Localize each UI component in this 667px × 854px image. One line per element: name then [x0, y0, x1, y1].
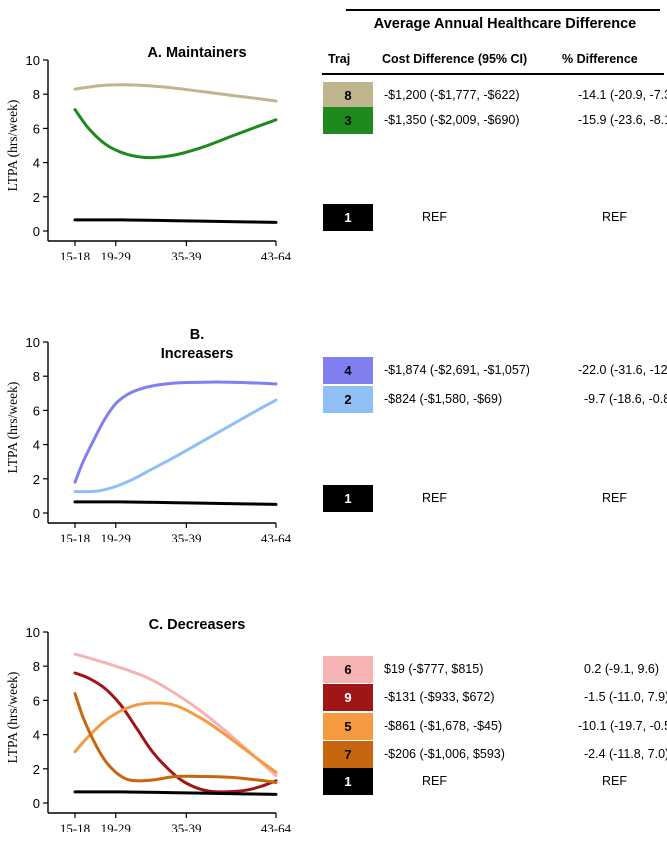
traj-badge: 3 — [323, 107, 373, 134]
cost-difference-cell: -$824 (-$1,580, -$69) — [384, 392, 503, 406]
pct-difference-cell: -9.7 (-18.6, -0.8) — [584, 392, 667, 406]
y-tick-label: 6 — [33, 693, 40, 708]
cost-difference-cell: -$131 (-$933, $672) — [384, 690, 495, 704]
y-tick-label: 10 — [26, 625, 40, 640]
chart-decreasers: C. Decreasers 0 2 4 6 8 10 15-18 19-29 35-39 43-64… — [5, 617, 292, 832]
x-tick-label: 35-39 — [171, 821, 201, 832]
cost-difference-cell: -$206 (-$1,006, $593) — [384, 747, 505, 761]
pct-difference-cell: -10.1 (-19.7, -0.5) — [578, 719, 667, 733]
y-axis-label: LTPA (hrs/week) — [5, 672, 20, 764]
y-tick-label: 4 — [33, 438, 40, 453]
col-header-pct: % Difference — [562, 52, 638, 66]
pct-difference-cell: -1.5 (-11.0, 7.9) — [584, 690, 667, 704]
x-tick-label: 19-29 — [101, 249, 131, 260]
pct-difference-cell: 0.2 (-9.1, 9.6) — [584, 662, 660, 676]
y-tick-label: 0 — [33, 796, 40, 811]
y-tick-label: 2 — [33, 762, 40, 777]
pct-difference-cell: REF — [602, 491, 627, 505]
traj-badge: 7 — [323, 741, 373, 768]
x-tick-label: 15-18 — [60, 249, 90, 260]
traj-badge: 4 — [323, 357, 373, 384]
cost-difference-cell: -$861 (-$1,678, -$45) — [384, 719, 503, 733]
col-header-cost: Cost Difference (95% CI) — [382, 52, 528, 66]
traj-badge: 1 — [323, 204, 373, 231]
chart-title: A. Maintainers — [147, 45, 246, 61]
series-line-traj-5 — [73, 701, 278, 774]
series-line-traj-7 — [73, 692, 278, 784]
y-tick-label: 8 — [33, 659, 40, 674]
y-tick-label: 4 — [33, 728, 40, 743]
x-tick-label: 35-39 — [171, 531, 201, 542]
traj-badge: 5 — [323, 713, 373, 740]
y-tick-label: 8 — [33, 87, 40, 102]
x-tick-label: 43-64 — [261, 249, 292, 260]
cost-difference-cell: -$1,874 (-$2,691, -$1,057) — [384, 363, 530, 377]
series-line-traj-2 — [73, 398, 278, 494]
table-header-title: Average Annual Healthcare Difference — [373, 16, 637, 32]
cost-difference-cell: REF — [422, 491, 447, 505]
chart-title: B. — [190, 327, 205, 343]
traj-badge: 1 — [323, 485, 373, 512]
pct-difference-cell: -14.1 (-20.9, -7.3) — [578, 88, 667, 102]
series-line-traj-1 — [73, 218, 278, 224]
y-tick-label: 8 — [33, 369, 40, 384]
chart-maintainers: A. Maintainers 0 2 4 6 8 10 15-18 19-29 35-39 43-6… — [5, 45, 292, 260]
y-axis-label: LTPA (hrs/week) — [5, 382, 20, 474]
y-tick-label: 2 — [33, 472, 40, 487]
traj-badge: 9 — [323, 684, 373, 711]
cost-difference-cell: $19 (-$777, $815) — [384, 662, 484, 676]
header-rule — [346, 9, 660, 11]
y-tick-label: 2 — [33, 190, 40, 205]
pct-difference-cell: REF — [602, 210, 627, 224]
chart-title: C. Decreasers — [149, 617, 246, 633]
y-tick-label: 10 — [26, 53, 40, 68]
series-line-traj-1 — [73, 500, 278, 506]
traj-badge: 6 — [323, 656, 373, 683]
x-tick-label: 43-64 — [261, 821, 292, 832]
x-tick-label: 35-39 — [171, 249, 201, 260]
y-axis-label: LTPA (hrs/week) — [5, 100, 20, 192]
x-tick-label: 19-29 — [101, 821, 131, 832]
pct-difference-cell: -22.0 (-31.6, -12.4) — [578, 363, 667, 377]
cost-difference-cell: REF — [422, 210, 447, 224]
series-line-traj-8 — [73, 83, 278, 103]
col-header-rule — [322, 73, 664, 75]
y-tick-label: 6 — [33, 403, 40, 418]
traj-badge: 8 — [323, 82, 373, 109]
x-tick-label: 15-18 — [60, 531, 90, 542]
chart-title: Increasers — [161, 346, 234, 362]
series-line-traj-4 — [73, 380, 278, 484]
y-tick-label: 4 — [33, 156, 40, 171]
y-tick-label: 0 — [33, 224, 40, 239]
series-line-traj-6 — [73, 652, 278, 778]
x-tick-label: 15-18 — [60, 821, 90, 832]
chart-increasers: B.Increasers024681015-1819-2935-3943-64A… — [5, 327, 292, 542]
y-tick-label: 10 — [26, 335, 40, 350]
cost-difference-cell: -$1,200 (-$1,777, -$622) — [384, 88, 520, 102]
series-line-traj-9 — [73, 671, 278, 794]
y-tick-label: 0 — [33, 506, 40, 521]
pct-difference-cell: REF — [602, 774, 627, 788]
pct-difference-cell: -15.9 (-23.6, -8.1) — [578, 113, 667, 127]
x-tick-label: 43-64 — [261, 531, 292, 542]
y-tick-label: 6 — [33, 121, 40, 136]
col-header-traj: Traj — [328, 52, 351, 66]
pct-difference-cell: -2.4 (-11.8, 7.0) — [584, 747, 667, 761]
series-line-traj-3 — [73, 108, 278, 160]
cost-difference-cell: REF — [422, 774, 447, 788]
x-tick-label: 19-29 — [101, 531, 131, 542]
traj-badge: 1 — [323, 768, 373, 795]
cost-difference-cell: -$1,350 (-$2,009, -$690) — [384, 113, 520, 127]
series-line-traj-1 — [73, 790, 278, 796]
traj-badge: 2 — [323, 386, 373, 413]
